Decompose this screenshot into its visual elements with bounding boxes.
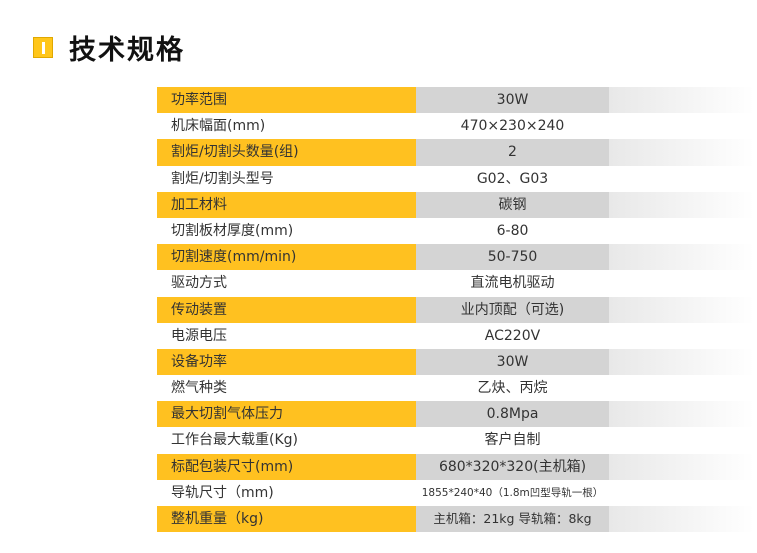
spec-value: 直流电机驱动 (416, 270, 609, 297)
spec-row: 燃气种类 乙炔、丙烷 (157, 375, 754, 402)
spec-row: 传动装置 业内顶配（可选) (157, 296, 754, 323)
spec-value: G02、G03 (416, 165, 609, 192)
spec-label: 工作台最大载重(Kg) (157, 427, 416, 454)
row-fade (609, 113, 754, 139)
spec-row: 整机重量（kg) 主机箱：21kg 导轨箱：8kg (157, 506, 754, 533)
section-title: 技术规格 (69, 34, 185, 66)
spec-value: 碳钢 (416, 191, 609, 218)
spec-row: 工作台最大载重(Kg) 客户自制 (157, 427, 754, 454)
spec-value: 1855*240*40（1.8m凹型导轨一根） (416, 479, 609, 506)
spec-row: 导轨尺寸（mm) 1855*240*40（1.8m凹型导轨一根） (157, 479, 754, 506)
row-fade (609, 270, 754, 296)
spec-label: 割炬/切割头数量(组) (157, 139, 416, 166)
spec-label: 电源电压 (157, 322, 416, 349)
row-fade (609, 323, 754, 349)
spec-row: 割炬/切割头数量(组) 2 (157, 139, 754, 166)
spec-label: 设备功率 (157, 348, 416, 376)
spec-row: 切割板材厚度(mm) 6-80 (157, 217, 754, 245)
spec-row: 功率范围 30W (157, 87, 754, 114)
row-fade (609, 506, 754, 533)
spec-label: 加工材料 (157, 191, 416, 218)
spec-value: 680*320*320(主机箱) (416, 453, 609, 480)
spec-label: 燃气种类 (157, 375, 416, 402)
row-fade (609, 166, 754, 192)
spec-value: 50-750 (416, 244, 609, 271)
spec-label: 割炬/切割头型号 (157, 165, 416, 192)
spec-label: 驱动方式 (157, 270, 416, 297)
spec-value: 2 (416, 139, 609, 166)
row-fade (609, 218, 754, 244)
spec-value: AC220V (416, 322, 609, 349)
row-fade (609, 453, 754, 480)
spec-value: 30W (416, 348, 609, 376)
row-fade (609, 244, 754, 271)
spec-value: 主机箱：21kg 导轨箱：8kg (416, 506, 609, 533)
spec-label: 传动装置 (157, 296, 416, 323)
spec-value: 470×230×240 (416, 113, 609, 140)
spec-row: 最大切割气体压力 0.8Mpa (157, 401, 754, 428)
spec-label: 切割速度(mm/min) (157, 244, 416, 271)
spec-label: 机床幅面(mm) (157, 113, 416, 140)
row-fade (609, 296, 754, 323)
spec-row: 切割速度(mm/min) 50-750 (157, 244, 754, 271)
spec-row: 加工材料 碳钢 (157, 191, 754, 218)
spec-value: 乙炔、丙烷 (416, 375, 609, 402)
spec-value: 6-80 (416, 217, 609, 245)
row-fade (609, 427, 754, 453)
spec-row: 设备功率 30W (157, 348, 754, 376)
row-fade (609, 375, 754, 401)
spec-table: 功率范围 30W 机床幅面(mm) 470×230×240 割炬/切割头数量(组… (157, 87, 754, 533)
spec-label: 最大切割气体压力 (157, 401, 416, 428)
spec-row: 割炬/切割头型号 G02、G03 (157, 165, 754, 192)
spec-row: 电源电压 AC220V (157, 322, 754, 349)
spec-label: 导轨尺寸（mm) (157, 479, 416, 506)
spec-label: 标配包装尺寸(mm) (157, 453, 416, 480)
spec-value: 业内顶配（可选) (416, 296, 609, 323)
row-fade (609, 480, 754, 506)
spec-row: 驱动方式 直流电机驱动 (157, 270, 754, 297)
row-fade (609, 401, 754, 428)
spec-value: 0.8Mpa (416, 401, 609, 428)
row-fade (609, 87, 754, 114)
section-header: 技术规格 (33, 29, 185, 66)
spec-row: 标配包装尺寸(mm) 680*320*320(主机箱) (157, 453, 754, 480)
spec-value: 客户自制 (416, 427, 609, 454)
spec-label: 切割板材厚度(mm) (157, 217, 416, 245)
spec-label: 整机重量（kg) (157, 506, 416, 533)
row-fade (609, 139, 754, 166)
spec-label: 功率范围 (157, 87, 416, 114)
row-fade (609, 191, 754, 218)
spec-value: 30W (416, 87, 609, 114)
row-fade (609, 348, 754, 376)
spec-row: 机床幅面(mm) 470×230×240 (157, 113, 754, 140)
info-badge-icon (33, 36, 53, 58)
